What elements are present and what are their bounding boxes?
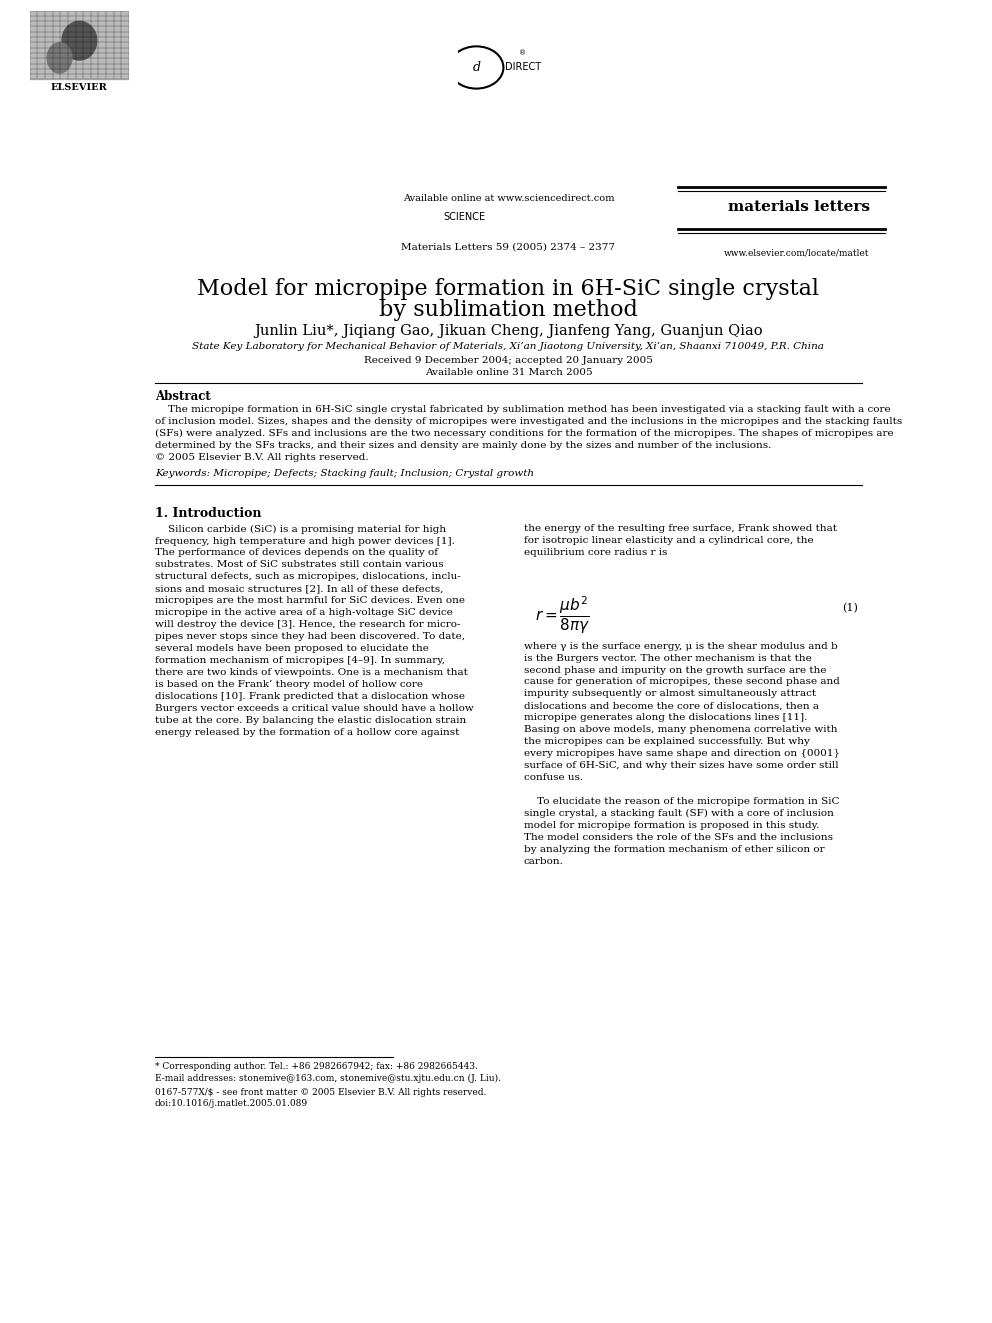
Ellipse shape (48, 42, 72, 73)
Text: www.elsevier.com/locate/matlet: www.elsevier.com/locate/matlet (724, 249, 870, 258)
Text: materials letters: materials letters (728, 200, 870, 213)
Ellipse shape (62, 21, 97, 60)
Text: where γ is the surface energy, μ is the shear modulus and b
is the Burgers vecto: where γ is the surface energy, μ is the … (524, 642, 840, 865)
Text: ®: ® (519, 50, 527, 57)
Text: ELSEVIER: ELSEVIER (51, 83, 108, 93)
Text: Abstract: Abstract (155, 390, 210, 404)
Text: 0167-577X/$ - see front matter © 2005 Elsevier B.V. All rights reserved.: 0167-577X/$ - see front matter © 2005 El… (155, 1088, 486, 1097)
Text: Available online 31 March 2005: Available online 31 March 2005 (425, 368, 592, 377)
Text: Available online at www.sciencedirect.com: Available online at www.sciencedirect.co… (403, 194, 614, 204)
Text: Received 9 December 2004; accepted 20 January 2005: Received 9 December 2004; accepted 20 Ja… (364, 356, 653, 365)
Text: * Corresponding author. Tel.: +86 2982667942; fax: +86 2982665443.: * Corresponding author. Tel.: +86 298266… (155, 1062, 477, 1072)
Text: SCIENCE: SCIENCE (443, 212, 485, 222)
Text: by sublimation method: by sublimation method (379, 299, 638, 321)
Text: $r = \dfrac{\mu b^2}{8\pi\gamma}$: $r = \dfrac{\mu b^2}{8\pi\gamma}$ (536, 595, 591, 636)
Text: (1): (1) (842, 603, 858, 614)
Text: Keywords: Micropipe; Defects; Stacking fault; Inclusion; Crystal growth: Keywords: Micropipe; Defects; Stacking f… (155, 470, 534, 479)
Text: Model for micropipe formation in 6H-SiC single crystal: Model for micropipe formation in 6H-SiC … (197, 278, 819, 300)
Bar (30, 11, 129, 79)
Text: the energy of the resulting free surface, Frank showed that
for isotropic linear: the energy of the resulting free surface… (524, 524, 837, 557)
Text: Materials Letters 59 (2005) 2374 – 2377: Materials Letters 59 (2005) 2374 – 2377 (402, 242, 615, 251)
Text: 1. Introduction: 1. Introduction (155, 507, 261, 520)
Text: State Key Laboratory for Mechanical Behavior of Materials, Xi’an Jiaotong Univer: State Key Laboratory for Mechanical Beha… (192, 343, 824, 351)
Text: DIRECT: DIRECT (505, 62, 541, 73)
Text: Silicon carbide (SiC) is a promising material for high
frequency, high temperatu: Silicon carbide (SiC) is a promising mat… (155, 524, 473, 737)
Text: E-mail addresses: stonemive@163.com, stonemive@stu.xjtu.edu.cn (J. Liu).: E-mail addresses: stonemive@163.com, sto… (155, 1073, 501, 1082)
Text: Junlin Liu*, Jiqiang Gao, Jikuan Cheng, Jianfeng Yang, Guanjun Qiao: Junlin Liu*, Jiqiang Gao, Jikuan Cheng, … (254, 324, 763, 337)
Text: The micropipe formation in 6H-SiC single crystal fabricated by sublimation metho: The micropipe formation in 6H-SiC single… (155, 405, 902, 462)
Text: d: d (472, 61, 480, 74)
Text: doi:10.1016/j.matlet.2005.01.089: doi:10.1016/j.matlet.2005.01.089 (155, 1099, 308, 1109)
